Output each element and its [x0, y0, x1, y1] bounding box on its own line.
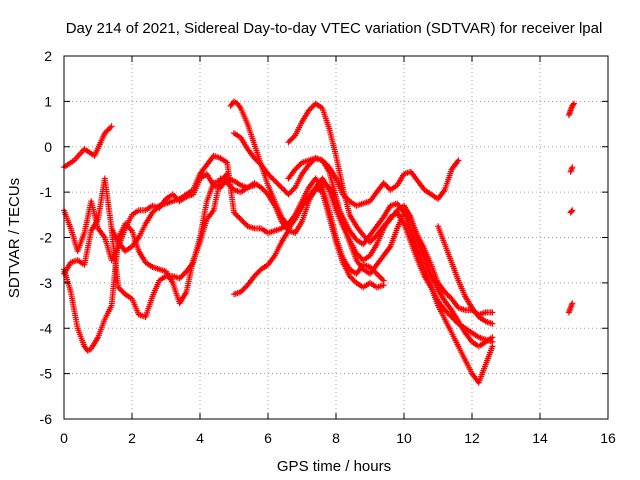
series-15-points: [565, 300, 576, 316]
series-13-points: [567, 164, 576, 175]
axis-ticks: [63, 55, 609, 420]
y-tick-label: -4: [40, 320, 53, 336]
x-axis-label: GPS time / hours: [277, 458, 391, 475]
series-5: [108, 171, 231, 320]
series-13: [567, 164, 576, 175]
series-14-points: [567, 207, 576, 216]
y-tick-label: -5: [40, 366, 53, 382]
x-tick-label: 4: [196, 430, 204, 446]
y-tick-label: -1: [40, 184, 53, 200]
series-8: [227, 98, 496, 386]
series-12: [565, 100, 577, 118]
series-10-points: [285, 155, 462, 209]
x-tick-labels: 0 2 4 6 8 10 12 14 16: [60, 430, 616, 446]
x-tick-label: 2: [128, 430, 136, 446]
series-11: [435, 223, 496, 327]
series-5-points: [108, 171, 231, 320]
chart-title: Day 214 of 2021, Sidereal Day-to-day VTE…: [66, 20, 603, 37]
series-14: [567, 207, 576, 216]
y-tick-label: 2: [44, 48, 52, 64]
x-tick-label: 16: [600, 430, 616, 446]
y-axis-label: SDTVAR / TECUs: [6, 178, 23, 298]
series-10: [285, 155, 462, 209]
y-tick-label: 1: [44, 93, 52, 109]
x-tick-label: 10: [396, 430, 412, 446]
y-tick-label: -2: [40, 230, 53, 246]
x-tick-label: 0: [60, 430, 68, 446]
x-tick-label: 8: [332, 430, 340, 446]
x-tick-label: 6: [264, 430, 272, 446]
y-tick-label: -6: [40, 411, 53, 427]
series-11-points: [435, 223, 496, 327]
series-8-points: [227, 98, 496, 386]
series-12-points: [565, 100, 577, 118]
x-tick-label: 12: [464, 430, 480, 446]
series-15: [565, 300, 576, 316]
y-tick-labels: -6 -5 -4 -3 -2 -1 0 1 2: [40, 48, 53, 427]
y-tick-label: -3: [40, 275, 53, 291]
y-tick-label: 0: [44, 139, 52, 155]
x-tick-label: 14: [532, 430, 548, 446]
